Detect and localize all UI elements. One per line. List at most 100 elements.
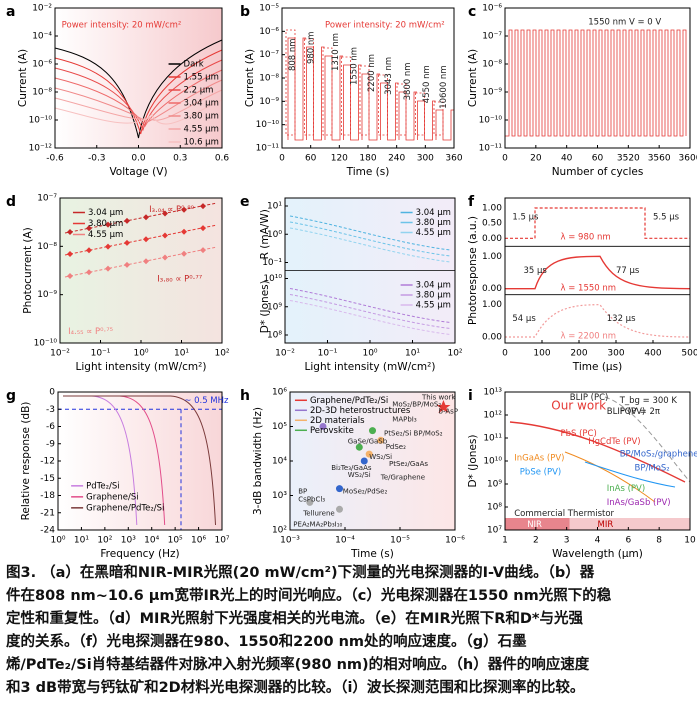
- panel-label: d: [6, 194, 16, 210]
- annotation: Tellurene: [302, 509, 335, 517]
- legend-label: Perovskite: [310, 426, 354, 436]
- curve: [54, 59, 223, 132]
- marker: [355, 443, 363, 451]
- y-tick-label: 10⁻⁹: [482, 88, 502, 98]
- x-tick-label: 180: [359, 154, 376, 164]
- y-tick-label: -6: [46, 422, 55, 432]
- x-axis-label: Wavelength (µm): [552, 548, 643, 560]
- y-tick-label: 10¹⁰: [483, 457, 502, 467]
- legend-label: Dark: [184, 60, 204, 70]
- legend-label: 4.55 µm: [184, 125, 219, 135]
- curve: [54, 89, 223, 121]
- annotation: PtSe₂/Si BP/MoS₂: [384, 429, 443, 437]
- y-tick-label: -18: [40, 491, 55, 501]
- y-axis-label: Current (A): [467, 49, 479, 107]
- legend-label: 3.80 µm: [416, 218, 451, 228]
- curve: [505, 304, 691, 338]
- x-tick-label: 400: [644, 349, 661, 359]
- annotation: 132 µs: [607, 314, 636, 324]
- annotation: Power intensity: 20 mW/cm²: [325, 20, 445, 30]
- x-tick-label: 360: [445, 154, 462, 164]
- y-tick-label: 10⁻¹²: [29, 144, 53, 154]
- annotation: b-AsP: [439, 407, 458, 415]
- star: [436, 400, 451, 413]
- curve: [584, 461, 676, 488]
- annotation: Power intensity: 20 mW/cm²: [62, 20, 182, 30]
- y-tick-label: 10⁻¹: [262, 258, 282, 268]
- annotation: BLIP (PV): [607, 407, 645, 417]
- marker: [336, 485, 343, 493]
- annotation: 808 nm: [288, 38, 298, 71]
- annotation: WS₂/Si: [348, 471, 371, 479]
- y-tick-label: 10⁶: [272, 388, 287, 398]
- marker: [86, 247, 92, 254]
- highlight: [415, 92, 425, 136]
- annotation: MAPbI₃: [392, 416, 417, 424]
- y-tick-label: 10⁻¹⁰: [34, 339, 58, 349]
- legend-label: 3.04 µm: [416, 281, 451, 291]
- y-tick-label: 0.00: [482, 234, 502, 244]
- y-tick-label: 10⁻⁸: [482, 60, 502, 70]
- annotation: λ = 1550 nm: [561, 283, 617, 293]
- y-tick-label: 10²: [272, 526, 287, 536]
- x-tick-label: 10⁻¹: [318, 349, 338, 359]
- x-tick-label: 4: [595, 536, 601, 546]
- marker: [369, 427, 376, 435]
- marker: [162, 210, 168, 217]
- caption-line: 件在808 nm~10.6 µm宽带IR光上的时间光响应。（c）光电探测器在15…: [6, 588, 612, 604]
- plot-area: [290, 392, 455, 530]
- annotation: InAs (PV): [607, 484, 645, 494]
- marker: [143, 214, 149, 221]
- highlight: [304, 38, 314, 136]
- annotation: 35 µs: [524, 266, 548, 276]
- y-tick-label: 10¹: [267, 202, 282, 212]
- highlight: [378, 74, 388, 136]
- marker: [162, 232, 168, 239]
- panel-label: h: [240, 388, 250, 404]
- annotation: Te/Graphene: [380, 474, 425, 482]
- annotation: I₃.₈₀ ∝ P⁰·⁷⁷: [157, 275, 203, 285]
- y-tick-label: 10⁻¹⁰: [29, 116, 53, 126]
- legend-label: 3.80 µm: [416, 291, 451, 301]
- legend-label: 2D-3D heterostructures: [310, 406, 411, 416]
- y-tick-label: 10⁻⁷: [37, 194, 57, 204]
- x-tick-label: 120: [331, 154, 348, 164]
- annotation: PEA₂MA₂Pb₃I₁₀: [293, 520, 342, 528]
- legend-label: 3.80 µm: [184, 112, 219, 122]
- y-axis-label: D* (Jones): [467, 435, 479, 488]
- annotation: BP: [298, 487, 307, 495]
- y-tick-label: 10⁸: [267, 331, 282, 341]
- annotation: 1310 nm: [331, 33, 341, 71]
- curve: [505, 207, 690, 239]
- x-tick-label: 0: [502, 154, 508, 164]
- y-tick-label: 1.00: [482, 252, 502, 262]
- y-tick-label: 0: [49, 388, 55, 398]
- annotation: PdSe₂: [386, 443, 406, 451]
- marker: [319, 423, 327, 430]
- caption-line: 定性和重复性。（d）MIR光照射下光强度相关的光电流。（e）在MIR光照下R和D…: [6, 611, 583, 627]
- x-tick-label: 3600: [679, 154, 697, 164]
- annotation: GaSe/GaSb: [348, 438, 388, 446]
- highlight: [322, 47, 333, 136]
- y-tick-label: 10⁻⁶: [482, 4, 502, 14]
- y-tick-label: 10⁻¹¹: [256, 144, 280, 154]
- x-tick-label: -0.3: [88, 154, 106, 164]
- y-tick-label: 10⁻¹¹: [479, 144, 503, 154]
- y-tick-label: 10³: [272, 491, 287, 501]
- annotation: PbSe (PV): [520, 468, 561, 478]
- x-tick-label: 6: [625, 536, 631, 546]
- curve: [564, 451, 656, 503]
- legend-label: 3.80 µm: [88, 219, 123, 229]
- x-tick-label: 10⁵: [168, 536, 183, 546]
- y-tick-label: 10⁻⁵: [259, 4, 279, 14]
- x-tick-label: 10⁻²: [50, 349, 70, 359]
- legend-label: PdTe₂/Si: [86, 481, 120, 491]
- x-tick-label: 100: [533, 349, 550, 359]
- annotation: Our work: [551, 398, 606, 412]
- curve: [289, 227, 451, 263]
- annotation: 3043 nm: [384, 57, 394, 95]
- annotation: 1550 nm V = 0 V: [588, 18, 661, 28]
- y-tick-label: 10⁹: [267, 302, 282, 312]
- x-tick-label: 10²: [214, 349, 229, 359]
- annotation: MIR: [598, 520, 614, 530]
